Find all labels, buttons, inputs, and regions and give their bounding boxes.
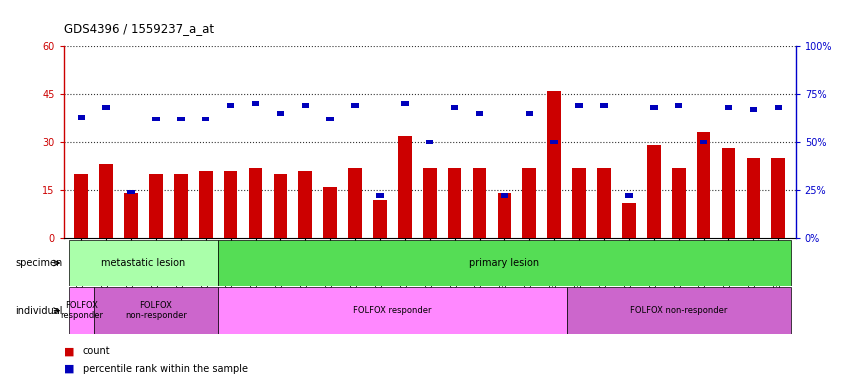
Bar bbox=[551, 140, 558, 144]
Bar bbox=[94, 287, 218, 334]
Text: individual: individual bbox=[15, 306, 63, 316]
Text: metastatic lesion: metastatic lesion bbox=[101, 258, 186, 268]
Text: percentile rank within the sample: percentile rank within the sample bbox=[83, 364, 248, 374]
Bar bbox=[722, 149, 735, 238]
Bar bbox=[647, 145, 660, 238]
Bar bbox=[448, 168, 461, 238]
Bar bbox=[451, 105, 459, 110]
Bar bbox=[547, 91, 561, 238]
Text: primary lesion: primary lesion bbox=[470, 258, 540, 268]
Bar bbox=[423, 168, 437, 238]
Bar bbox=[700, 140, 707, 144]
Bar bbox=[227, 103, 234, 108]
Bar bbox=[224, 171, 237, 238]
Bar bbox=[277, 111, 284, 116]
Text: FOLFOX non-responder: FOLFOX non-responder bbox=[630, 306, 728, 315]
Bar bbox=[376, 194, 384, 198]
Bar bbox=[299, 171, 312, 238]
Bar bbox=[69, 287, 94, 334]
Text: FOLFOX
responder: FOLFOX responder bbox=[60, 301, 103, 320]
Bar bbox=[124, 193, 138, 238]
Bar bbox=[218, 240, 791, 286]
Text: ■: ■ bbox=[64, 364, 74, 374]
Bar bbox=[398, 136, 412, 238]
Bar bbox=[301, 103, 309, 108]
Bar bbox=[774, 105, 782, 110]
Bar bbox=[498, 193, 511, 238]
Bar bbox=[526, 111, 533, 116]
Bar bbox=[69, 240, 218, 286]
Bar bbox=[373, 200, 387, 238]
Bar bbox=[671, 168, 686, 238]
Bar bbox=[625, 194, 632, 198]
Bar bbox=[675, 103, 683, 108]
Bar bbox=[351, 103, 359, 108]
Bar bbox=[174, 174, 188, 238]
Bar bbox=[218, 287, 567, 334]
Bar bbox=[177, 117, 185, 121]
Bar bbox=[500, 194, 508, 198]
Bar bbox=[74, 174, 89, 238]
Bar bbox=[600, 103, 608, 108]
Text: FOLFOX
non-responder: FOLFOX non-responder bbox=[125, 301, 187, 320]
Bar bbox=[523, 168, 536, 238]
Text: GDS4396 / 1559237_a_at: GDS4396 / 1559237_a_at bbox=[64, 22, 214, 35]
Bar bbox=[149, 174, 163, 238]
Bar bbox=[572, 168, 586, 238]
Bar bbox=[771, 158, 785, 238]
Bar bbox=[77, 115, 85, 119]
Bar bbox=[102, 105, 110, 110]
Bar bbox=[746, 158, 760, 238]
Bar bbox=[348, 168, 362, 238]
Bar bbox=[100, 164, 113, 238]
Bar bbox=[152, 117, 160, 121]
Bar bbox=[327, 117, 334, 121]
Text: count: count bbox=[83, 346, 110, 356]
Bar bbox=[725, 105, 732, 110]
Bar bbox=[252, 101, 260, 106]
Bar bbox=[323, 187, 337, 238]
Bar bbox=[697, 132, 711, 238]
Bar bbox=[750, 107, 757, 112]
Bar bbox=[273, 174, 288, 238]
Bar bbox=[426, 140, 433, 144]
Bar bbox=[472, 168, 487, 238]
Bar bbox=[476, 111, 483, 116]
Bar bbox=[597, 168, 611, 238]
Bar bbox=[622, 203, 636, 238]
Bar bbox=[199, 171, 213, 238]
Bar bbox=[248, 168, 262, 238]
Bar bbox=[128, 190, 134, 194]
Bar bbox=[575, 103, 583, 108]
Bar bbox=[202, 117, 209, 121]
Bar bbox=[567, 287, 791, 334]
Text: FOLFOX responder: FOLFOX responder bbox=[353, 306, 431, 315]
Bar bbox=[650, 105, 658, 110]
Text: specimen: specimen bbox=[15, 258, 63, 268]
Bar bbox=[401, 101, 408, 106]
Text: ■: ■ bbox=[64, 346, 74, 356]
